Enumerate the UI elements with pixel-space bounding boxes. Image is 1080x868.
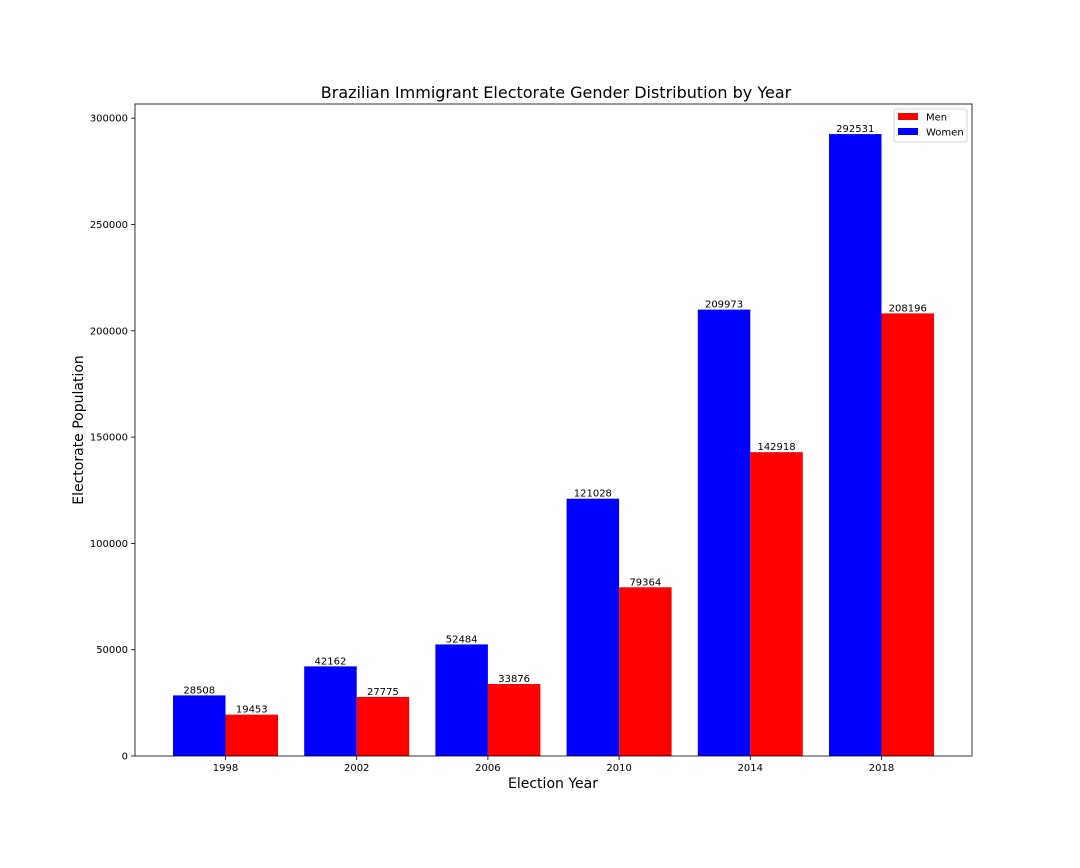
bar-men-2018 xyxy=(881,313,934,756)
x-tick-label-2002: 2002 xyxy=(344,763,369,774)
legend-label-women: Women xyxy=(926,128,964,139)
x-tick-label-2010: 2010 xyxy=(606,763,631,774)
y-tick-label-50000: 50000 xyxy=(96,645,128,656)
x-tick-label-2014: 2014 xyxy=(738,763,763,774)
bars-layer xyxy=(173,134,934,757)
plot-frame xyxy=(134,103,973,757)
bar-men-2014 xyxy=(750,452,803,756)
data-label-men-2002: 27775 xyxy=(367,687,399,698)
data-label-men-2010: 79364 xyxy=(629,577,661,588)
y-tick-label-0: 0 xyxy=(122,752,128,763)
legend: Men Women xyxy=(893,108,968,143)
data-label-men-2006: 33876 xyxy=(498,674,530,685)
y-tick-label-200000: 200000 xyxy=(90,326,128,337)
data-label-men-2014: 142918 xyxy=(757,442,795,453)
data-label-men-2018: 208196 xyxy=(889,303,927,314)
y-axis-label: Electorate Population xyxy=(71,355,87,505)
x-axis-label: Election Year xyxy=(508,776,598,792)
x-tick-label-2018: 2018 xyxy=(869,763,894,774)
x-tick-label-1998: 1998 xyxy=(213,763,238,774)
legend-swatch-women xyxy=(898,128,918,135)
data-label-women-2006: 52484 xyxy=(446,634,478,645)
legend-swatch-men xyxy=(898,113,918,120)
bar-women-1998 xyxy=(173,695,226,756)
data-label-women-2014: 209973 xyxy=(705,300,743,311)
data-label-women-2018: 292531 xyxy=(836,124,874,135)
axes-layer: 1998 2002 2006 2010 2014 2018 0 50000 100000 1500… xyxy=(90,103,973,774)
bar-women-2018 xyxy=(829,134,882,757)
x-tick-label-2006: 2006 xyxy=(475,763,500,774)
bar-men-2010 xyxy=(619,587,672,756)
bar-women-2002 xyxy=(304,666,357,756)
data-label-women-2010: 121028 xyxy=(574,489,612,500)
bar-men-2006 xyxy=(487,683,541,756)
y-tick-label-250000: 250000 xyxy=(90,220,128,231)
bar-men-2002 xyxy=(356,696,410,756)
data-labels-layer: 28508 42162 52484 121028 209973 292531 19453 27… xyxy=(183,124,927,716)
data-label-women-2002: 42162 xyxy=(315,656,347,667)
bar-women-2010 xyxy=(566,498,620,756)
bar-women-2014 xyxy=(697,309,751,756)
data-label-men-1998: 19453 xyxy=(236,705,268,716)
y-tick-label-100000: 100000 xyxy=(90,539,128,550)
bar-women-2006 xyxy=(435,644,488,756)
bar-men-1998 xyxy=(225,714,278,756)
chart-title: Brazilian Immigrant Electorate Gender Di… xyxy=(321,83,792,102)
legend-label-men: Men xyxy=(926,113,947,124)
data-label-women-1998: 28508 xyxy=(183,685,215,696)
y-tick-label-150000: 150000 xyxy=(90,433,128,444)
y-tick-label-300000: 300000 xyxy=(90,114,128,125)
